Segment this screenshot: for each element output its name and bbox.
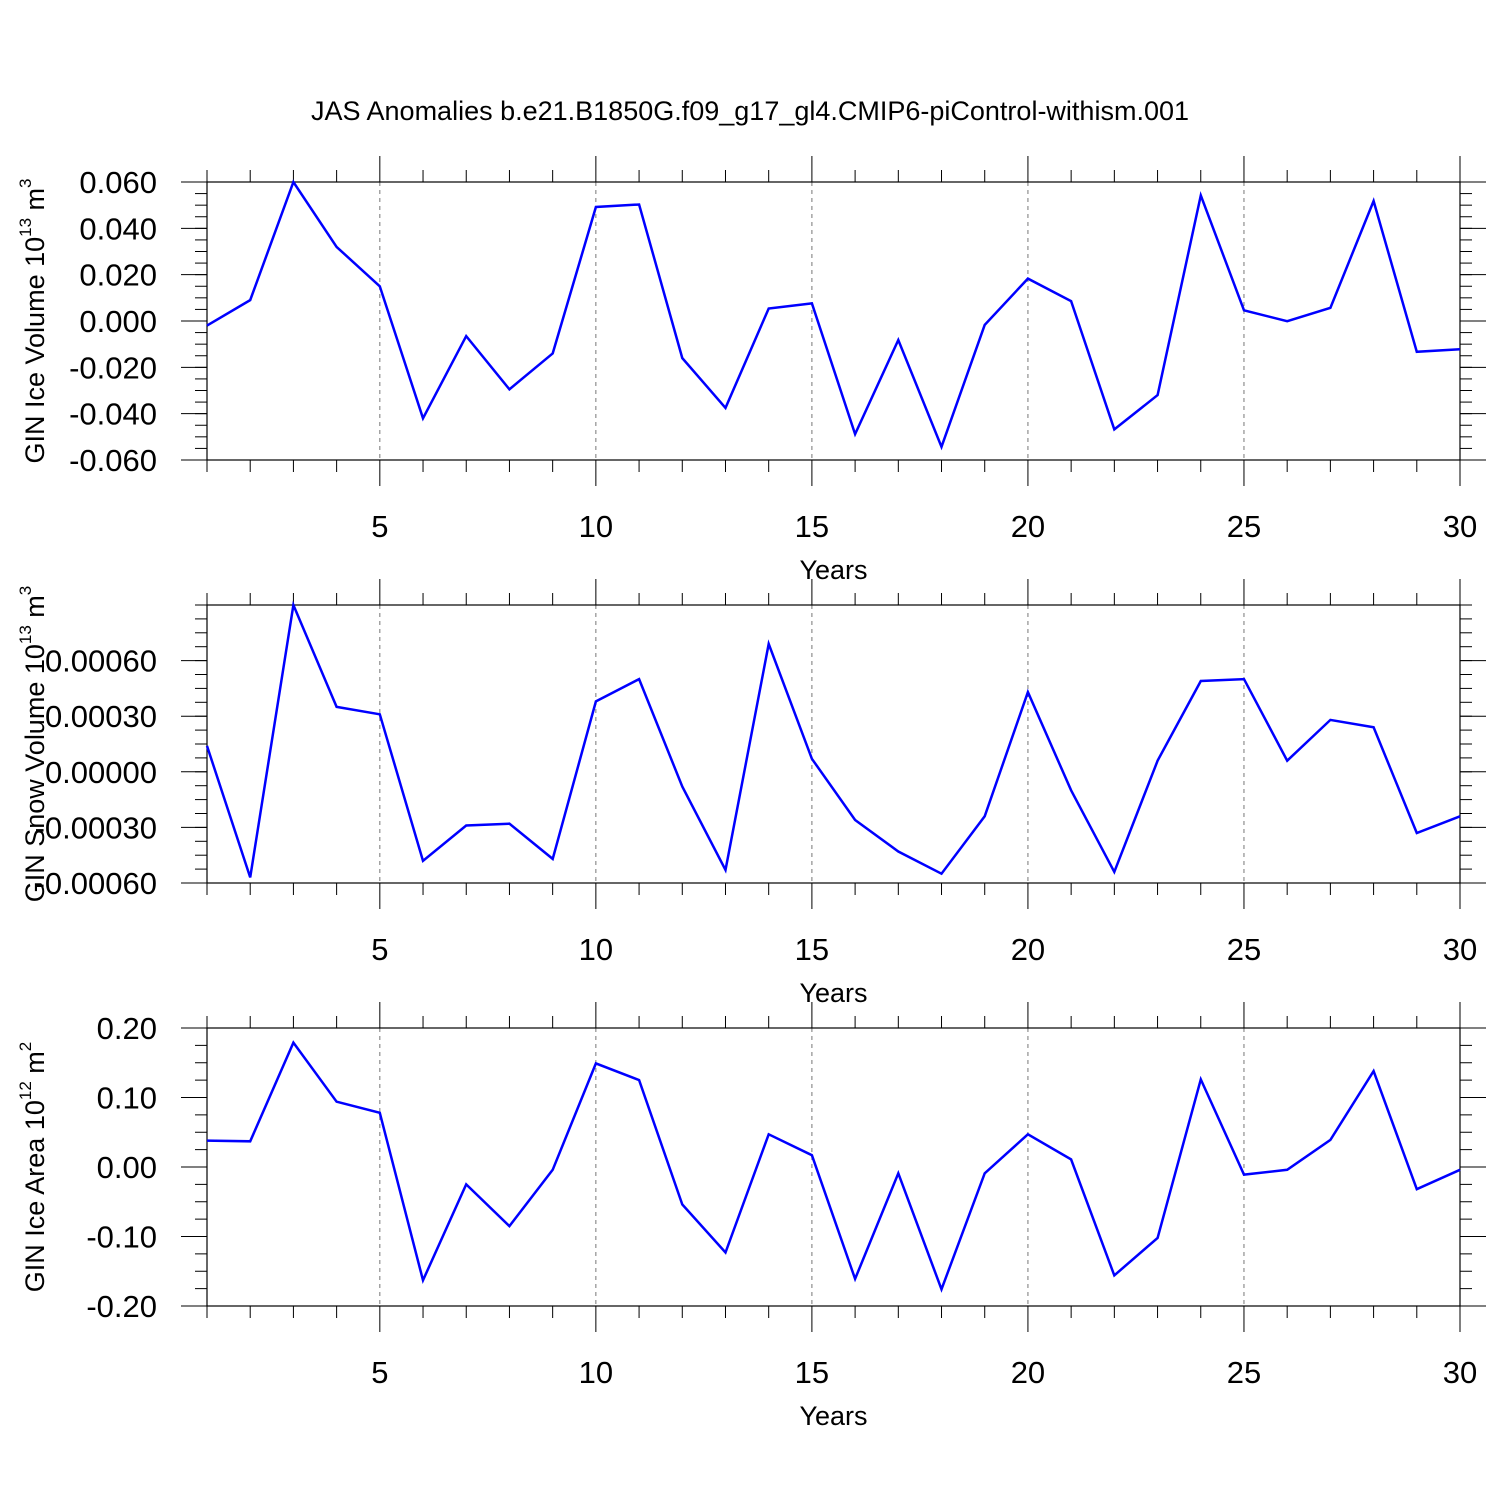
series-line [206, 1040, 1461, 1293]
y-tick-label: -0.040 [69, 397, 157, 432]
y-tick-label: -0.10 [86, 1220, 157, 1255]
y-tick-label: 0.00060 [45, 644, 157, 679]
y-tick-label: 0.000 [79, 304, 157, 339]
y-tick-label: 0.040 [79, 211, 157, 246]
x-tick-label: 10 [579, 509, 613, 544]
panel-2: -0.00060 -0.00030 0.00000 0.00030 0.00060 5 10… [16, 579, 1486, 1008]
y-tick-label: 0.020 [79, 258, 157, 293]
y-tick-label: -0.060 [69, 443, 157, 478]
x-tick-label: 20 [1011, 932, 1045, 967]
panel-1: -0.060 -0.040 -0.020 0.000 0.020 0.040 0.060 5 1… [16, 156, 1486, 585]
x-tick-label: 25 [1227, 1355, 1261, 1390]
x-axis-label: Years [799, 1401, 867, 1431]
y-axis-label: GIN Ice Area 1012 m2 [16, 1042, 50, 1293]
y-tick-label: -0.00060 [35, 866, 157, 901]
chart-title: JAS Anomalies b.e21.B1850G.f09_g17_gl4.C… [311, 96, 1189, 126]
series-line [206, 179, 1461, 451]
x-tick-label: 20 [1011, 509, 1045, 544]
x-axis-label: Years [799, 978, 867, 1008]
y-tick-label: 0.00 [97, 1150, 157, 1185]
y-tick-label: 0.060 [79, 165, 157, 200]
series-line [205, 600, 1461, 878]
y-tick-label: 0.20 [97, 1011, 157, 1046]
y-tick-label: 0.10 [97, 1081, 157, 1116]
x-tick-label: 15 [795, 509, 829, 544]
x-tick-label: 10 [579, 1355, 613, 1390]
x-tick-label: 30 [1443, 509, 1477, 544]
y-tick-label: -0.00030 [35, 810, 157, 845]
y-axis-label: GIN Snow Volume 1013 m3 [16, 586, 50, 903]
y-tick-label: 0.00030 [45, 699, 157, 734]
panel-3: -0.20 -0.10 0.00 0.10 0.20 5 10 15 20 25 30 Years GI… [16, 1002, 1486, 1431]
x-tick-label: 15 [795, 932, 829, 967]
x-tick-label: 5 [371, 509, 388, 544]
x-tick-label: 25 [1227, 932, 1261, 967]
x-tick-label: 5 [371, 1355, 388, 1390]
x-tick-label: 20 [1011, 1355, 1045, 1390]
x-axis-label: Years [799, 555, 867, 585]
y-axis-label: GIN Ice Volume 1013 m3 [16, 178, 50, 463]
x-tick-label: 25 [1227, 509, 1261, 544]
plot-frame [206, 181, 1461, 461]
x-tick-label: 10 [579, 932, 613, 967]
y-tick-label: -0.020 [69, 350, 157, 385]
y-tick-label: 0.00000 [45, 755, 157, 790]
x-tick-label: 30 [1443, 1355, 1477, 1390]
x-tick-label: 15 [795, 1355, 829, 1390]
x-tick-label: 30 [1443, 932, 1477, 967]
plot-frame [206, 604, 1461, 884]
x-tick-label: 5 [371, 932, 388, 967]
y-tick-label: -0.20 [86, 1289, 157, 1324]
